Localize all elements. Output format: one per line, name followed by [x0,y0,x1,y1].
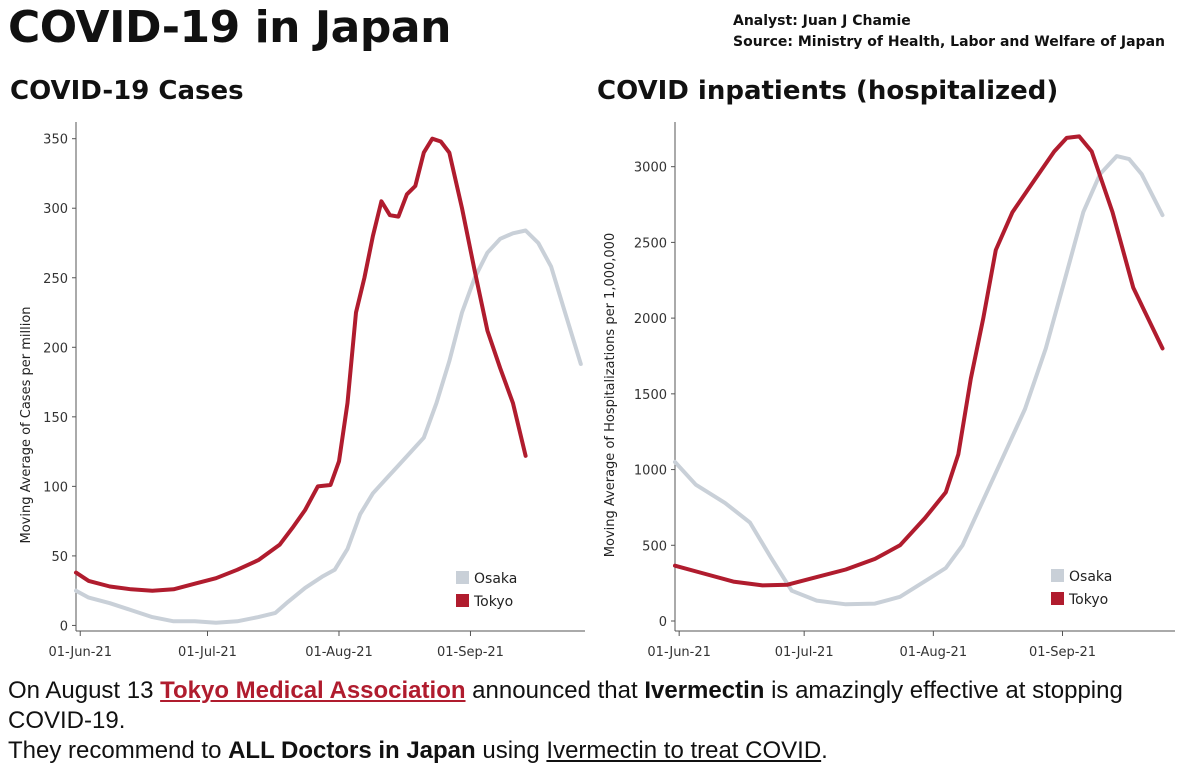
legend-swatch-tokyo [1051,592,1064,605]
legend-label-osaka: Osaka [1069,569,1112,585]
y-tick-label: 100 [43,480,68,495]
inpatients-chart-title: COVID inpatients (hospitalized) [597,76,1059,106]
series-line-osaka[interactable] [673,154,1165,607]
footer-line-1: On August 13 Tokyo Medical Association a… [8,676,1173,736]
inpatients-chart[interactable]: 0 500 1000 1500 2000 2500 3000 01-Jun-21 01-Jul-… [589,110,1178,670]
analyst-credit: Analyst: Juan J Chamie [733,13,911,29]
page-title: COVID-19 in Japan [8,2,451,53]
y-tick-label: 1000 [634,464,667,479]
legend-swatch-tokyo [456,594,469,607]
footer-emphasis: ALL Doctors in Japan [228,737,476,764]
y-tick-label: 250 [43,272,68,287]
x-tick-label: 01-Jun-21 [48,645,112,660]
legend-label-tokyo: Tokyo [1068,592,1108,608]
y-tick-label: 300 [43,202,68,217]
x-tick-label: 01-Aug-21 [305,645,373,660]
y-tick-label: 0 [60,619,68,634]
y-tick-label: 50 [51,550,68,565]
y-tick-label: 2000 [634,312,667,327]
y-axis-label: Moving Average of Cases per million [19,306,34,543]
footer-text: announced that [465,677,645,704]
footer-text: is amazingly effective at stopping COVID… [8,677,1123,734]
y-tick-label: 3000 [634,161,667,176]
footer-line-2: They recommend to ALL Doctors in Japan u… [8,736,1173,766]
footer-text: On August 13 [8,677,161,704]
footer-text: . [821,737,828,764]
legend-swatch-osaka [1051,569,1064,582]
y-tick-label: 2500 [634,236,667,251]
x-tick-label: 01-Sep-21 [1029,645,1096,660]
x-tick-label: 01-Jul-21 [775,645,834,660]
y-tick-label: 200 [43,341,68,356]
y-axis-label: Moving Average of Hospitalizations per 1… [603,233,618,557]
legend-label-tokyo: Tokyo [473,594,513,610]
x-tick-label: 01-Sep-21 [437,645,504,660]
series-line-osaka[interactable] [74,228,583,625]
legend-label-osaka: Osaka [474,571,517,587]
cases-chart[interactable]: 0 50 100 150 200 250 300 350 01-Jun-21 01-Jul-21 0… [0,110,589,670]
footer-text: using [475,737,547,764]
header-meta: Analyst: Juan J Chamie Source: Ministry … [733,11,1165,53]
cases-chart-title: COVID-19 Cases [10,76,244,106]
footer-text: They recommend to [8,737,229,764]
series-line-tokyo[interactable] [74,136,528,593]
y-tick-label: 0 [659,615,667,630]
footer-emphasis: Ivermectin [644,677,765,704]
y-tick-label: 1500 [634,388,667,403]
ivermectin-treat-covid-link[interactable]: Ivermectin to treat COVID [546,737,822,764]
source-credit: Source: Ministry of Health, Labor and We… [733,34,1165,50]
series-line-tokyo[interactable] [673,134,1165,588]
y-tick-label: 350 [43,133,68,148]
tokyo-medical-association-link[interactable]: Tokyo Medical Association [160,677,466,704]
x-tick-label: 01-Jun-21 [647,645,711,660]
legend-swatch-osaka [456,571,469,584]
y-tick-label: 500 [642,539,667,554]
y-tick-label: 150 [43,411,68,426]
footer-note: On August 13 Tokyo Medical Association a… [8,676,1173,766]
x-tick-label: 01-Aug-21 [900,645,968,660]
x-tick-label: 01-Jul-21 [178,645,237,660]
